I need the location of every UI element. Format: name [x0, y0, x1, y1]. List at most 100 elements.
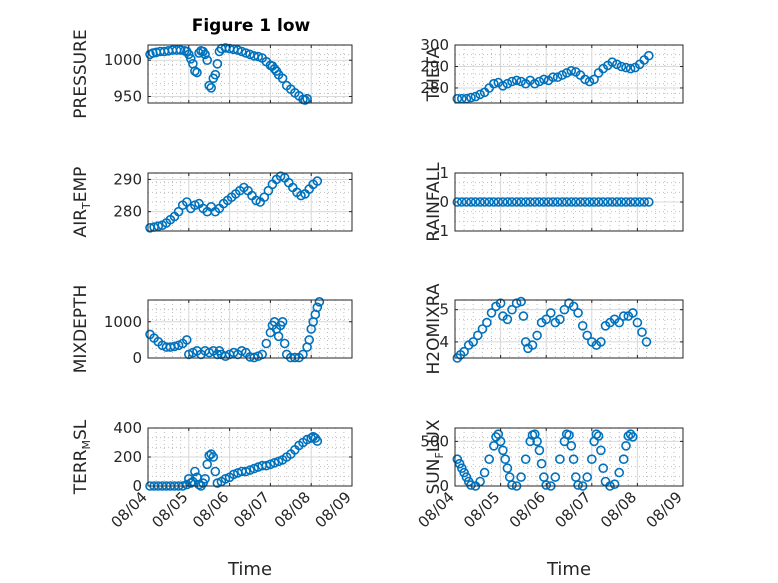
- data-point: [616, 197, 627, 207]
- data-point: [625, 429, 636, 440]
- data-point: [261, 460, 272, 471]
- y-tick-label: -1: [434, 222, 449, 240]
- data-point: [525, 436, 536, 447]
- data-point: [618, 311, 629, 321]
- data-point: [200, 473, 210, 484]
- data-point: [237, 46, 247, 57]
- data-point: [591, 429, 602, 440]
- data-point: [249, 463, 259, 474]
- data-point: [466, 197, 476, 207]
- data-point: [314, 296, 325, 307]
- x-tick-label: 08/07: [230, 488, 273, 531]
- data-point: [596, 337, 606, 347]
- y-tick-label: 400: [113, 419, 142, 437]
- data-point: [534, 445, 545, 456]
- data-point: [466, 480, 476, 490]
- subplot-air-temp: 280 290 AIRTEMP: [71, 167, 353, 238]
- data-point: [507, 76, 517, 87]
- data-point: [641, 337, 652, 347]
- data-point: [468, 337, 479, 347]
- data-point: [557, 197, 568, 207]
- data-point: [532, 330, 542, 341]
- data-point: [643, 50, 654, 61]
- data-point: [498, 445, 508, 456]
- y-axis-label: AIRTEMP: [71, 167, 93, 238]
- data-point: [454, 458, 465, 469]
- x-tick-label: 08/06: [189, 488, 232, 531]
- y-axis-label: MIXDEPTH: [71, 285, 91, 374]
- data-point: [516, 76, 526, 87]
- data-point: [507, 197, 517, 207]
- subplot-mixdepth: 0 1000 MIXDEPTH: [71, 285, 353, 374]
- data-point: [502, 197, 513, 207]
- data-point: [241, 48, 251, 58]
- data-point: [459, 467, 469, 478]
- data-point: [552, 197, 563, 207]
- data-point: [532, 436, 542, 447]
- data-point: [153, 221, 163, 231]
- data-point: [273, 331, 284, 342]
- data-point: [470, 197, 481, 207]
- data-point: [570, 197, 581, 207]
- data-point: [568, 301, 579, 312]
- data-point: [589, 74, 599, 85]
- data-point: [596, 445, 606, 456]
- data-point: [575, 197, 586, 207]
- y-axis-label: THETA: [424, 46, 444, 102]
- data-point: [529, 197, 540, 207]
- figure-title: Figure 1 low: [192, 16, 311, 36]
- data-point: [495, 298, 506, 309]
- data-point: [475, 89, 485, 100]
- data-point: [573, 480, 583, 490]
- data-point: [261, 338, 272, 349]
- data-point: [245, 465, 255, 475]
- data-point: [204, 450, 214, 461]
- data-point: [461, 197, 472, 207]
- data-point: [202, 55, 212, 66]
- y-tick-label: 5: [439, 301, 449, 319]
- data-point: [210, 69, 221, 80]
- data-point: [269, 457, 280, 468]
- y-tick-label: 0: [439, 193, 449, 211]
- y-tick-label: 280: [420, 79, 449, 97]
- data-point: [618, 454, 629, 465]
- data-point: [548, 72, 558, 82]
- x-tick-label: 08/07: [551, 488, 594, 531]
- data-point: [488, 78, 499, 89]
- data-point: [520, 454, 531, 465]
- y-tick-label: 0: [132, 477, 142, 495]
- data-point: [511, 298, 522, 309]
- data-point: [516, 296, 526, 307]
- data-point: [621, 197, 631, 207]
- x-axis-label: Time: [227, 559, 272, 580]
- data-point: [175, 45, 186, 55]
- data-point: [516, 472, 526, 482]
- data-point: [552, 72, 563, 82]
- data-point: [312, 436, 323, 446]
- data-point: [502, 78, 513, 89]
- data-point: [300, 95, 310, 105]
- subplot-pressure: 950 1000 PRESSURE: [71, 29, 353, 119]
- data-point: [573, 308, 583, 318]
- axes-frame: [454, 299, 684, 359]
- data-point: [643, 197, 654, 207]
- data-point: [208, 452, 219, 462]
- data-point: [559, 304, 570, 315]
- data-point: [484, 197, 495, 207]
- data-point: [566, 440, 577, 451]
- data-point: [568, 454, 579, 465]
- data-point: [598, 197, 609, 207]
- x-tick-label: 08/04: [108, 488, 151, 531]
- data-point: [582, 472, 593, 482]
- axes-frame: [147, 44, 353, 104]
- data-point: [627, 308, 638, 318]
- data-point: [607, 57, 618, 68]
- x-tick-label: 08/05: [460, 488, 503, 531]
- data-point: [593, 431, 604, 441]
- data-point: [630, 197, 640, 207]
- data-point: [498, 81, 508, 91]
- y-tick-label: 300: [420, 36, 449, 54]
